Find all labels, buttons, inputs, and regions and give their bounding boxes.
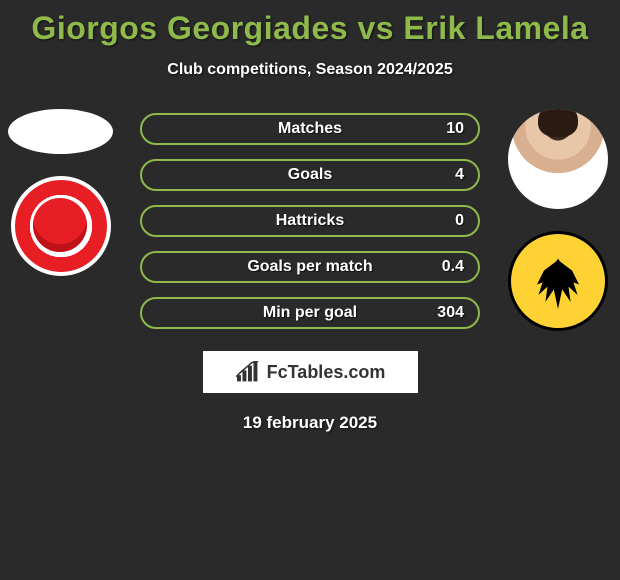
stat-label: Hattricks xyxy=(276,212,344,230)
subtitle: Club competitions, Season 2024/2025 xyxy=(0,61,620,79)
stat-value-right: 10 xyxy=(446,120,464,138)
player1-name: Giorgos Georgiades xyxy=(31,10,348,46)
left-column xyxy=(8,109,113,276)
stat-value-right: 0.4 xyxy=(442,258,464,276)
right-column xyxy=(505,109,610,331)
stat-bar: Min per goal 304 xyxy=(140,297,480,329)
player2-name: Erik Lamela xyxy=(403,10,588,46)
date-label: 19 february 2025 xyxy=(0,413,620,433)
stat-label: Matches xyxy=(278,120,342,138)
brand-box[interactable]: FcTables.com xyxy=(203,351,418,393)
stat-label: Min per goal xyxy=(263,304,357,322)
aek-eagle-icon xyxy=(523,246,593,316)
stat-value-right: 304 xyxy=(437,304,464,322)
stat-bar: Hattricks 0 xyxy=(140,205,480,237)
bar-chart-icon xyxy=(235,361,261,383)
stat-label: Goals per match xyxy=(247,258,372,276)
player1-club-logo xyxy=(11,176,111,276)
brand-text: FcTables.com xyxy=(267,362,386,383)
vs-separator: vs xyxy=(357,10,394,46)
stat-value-right: 0 xyxy=(455,212,464,230)
player1-avatar xyxy=(8,109,113,154)
stat-bar: Matches 10 xyxy=(140,113,480,145)
stat-label: Goals xyxy=(288,166,332,184)
comparison-content: Matches 10 Goals 4 Hattricks 0 Goals per match… xyxy=(0,109,620,329)
stats-bars: Matches 10 Goals 4 Hattricks 0 Goals per match… xyxy=(140,109,480,329)
page-title: Giorgos Georgiades vs Erik Lamela xyxy=(0,0,620,47)
player2-avatar xyxy=(508,109,608,209)
stat-bar: Goals per match 0.4 xyxy=(140,251,480,283)
stat-value-right: 4 xyxy=(455,166,464,184)
player2-club-logo xyxy=(508,231,608,331)
stat-bar: Goals 4 xyxy=(140,159,480,191)
